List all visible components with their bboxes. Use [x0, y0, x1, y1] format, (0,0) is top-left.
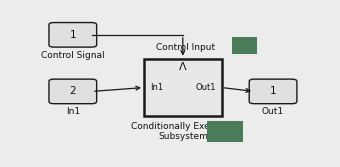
- Text: Out1: Out1: [195, 83, 216, 92]
- Bar: [232, 37, 257, 54]
- FancyBboxPatch shape: [49, 23, 97, 47]
- Text: 1: 1: [69, 30, 76, 40]
- Text: 2: 2: [69, 86, 76, 96]
- Text: Out1: Out1: [262, 107, 284, 116]
- Bar: [207, 121, 243, 142]
- FancyBboxPatch shape: [249, 79, 297, 104]
- Bar: [144, 59, 222, 117]
- Text: 1: 1: [270, 86, 276, 96]
- Text: In1: In1: [66, 107, 80, 116]
- FancyBboxPatch shape: [49, 79, 97, 104]
- Text: In1: In1: [150, 83, 163, 92]
- Text: Control Signal: Control Signal: [41, 51, 105, 60]
- Text: Control Input: Control Input: [156, 43, 215, 52]
- Text: Λ: Λ: [179, 62, 187, 72]
- Text: Conditionally Executed
Subsystem: Conditionally Executed Subsystem: [131, 122, 235, 141]
